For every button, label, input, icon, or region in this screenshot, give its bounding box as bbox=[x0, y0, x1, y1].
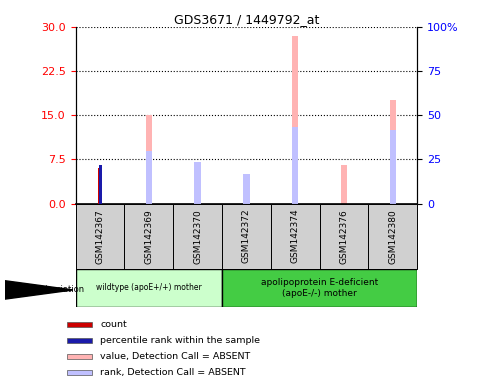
Bar bbox=[76, 204, 124, 269]
Bar bbox=[390, 101, 396, 204]
Bar bbox=[292, 127, 299, 204]
Text: value, Detection Call = ABSENT: value, Detection Call = ABSENT bbox=[100, 352, 250, 361]
Bar bbox=[98, 168, 102, 204]
Text: apolipoprotein E-deficient
(apoE-/-) mother: apolipoprotein E-deficient (apoE-/-) mot… bbox=[261, 278, 378, 298]
Bar bbox=[76, 269, 222, 307]
Polygon shape bbox=[5, 281, 73, 299]
Bar bbox=[99, 165, 102, 204]
Text: count: count bbox=[100, 319, 127, 329]
Bar bbox=[222, 269, 417, 307]
Bar bbox=[244, 195, 250, 204]
Text: genotype/variation: genotype/variation bbox=[5, 285, 85, 295]
Bar bbox=[390, 130, 396, 204]
Text: rank, Detection Call = ABSENT: rank, Detection Call = ABSENT bbox=[100, 368, 245, 377]
Bar bbox=[146, 115, 152, 204]
Bar bbox=[292, 36, 299, 204]
Bar bbox=[124, 204, 173, 269]
Bar bbox=[368, 204, 417, 269]
Bar bbox=[67, 354, 92, 359]
Bar bbox=[173, 204, 222, 269]
Bar bbox=[67, 338, 92, 343]
Text: GSM142380: GSM142380 bbox=[388, 209, 397, 263]
Bar bbox=[67, 370, 92, 375]
Text: GSM142367: GSM142367 bbox=[96, 209, 104, 263]
Bar bbox=[67, 322, 92, 327]
Text: wildtype (apoE+/+) mother: wildtype (apoE+/+) mother bbox=[96, 283, 202, 293]
Bar bbox=[195, 162, 201, 204]
Bar bbox=[271, 204, 320, 269]
Bar bbox=[244, 174, 250, 204]
Title: GDS3671 / 1449792_at: GDS3671 / 1449792_at bbox=[174, 13, 319, 26]
Bar bbox=[341, 165, 347, 204]
Text: GSM142376: GSM142376 bbox=[340, 209, 348, 263]
Text: percentile rank within the sample: percentile rank within the sample bbox=[100, 336, 260, 345]
Bar bbox=[195, 162, 201, 204]
Bar bbox=[222, 204, 271, 269]
Text: GSM142369: GSM142369 bbox=[144, 209, 153, 263]
Text: GSM142374: GSM142374 bbox=[291, 209, 300, 263]
Bar bbox=[320, 204, 368, 269]
Text: GSM142370: GSM142370 bbox=[193, 209, 202, 263]
Bar bbox=[146, 151, 152, 204]
Text: GSM142372: GSM142372 bbox=[242, 209, 251, 263]
